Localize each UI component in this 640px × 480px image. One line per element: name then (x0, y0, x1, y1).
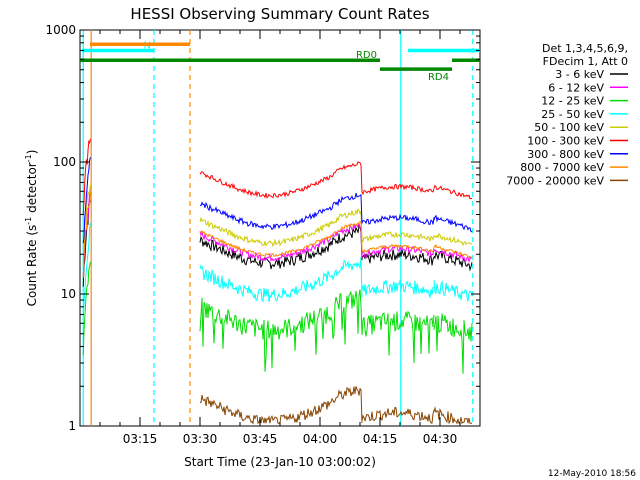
y-axis-label-mid: detector (25, 162, 39, 217)
x-tick-label: 03:30 (183, 432, 218, 446)
series-layer (82, 138, 473, 425)
series-segment (433, 279, 473, 302)
legend-entry-label: 50 - 100 keV (534, 121, 604, 134)
y-axis-label-sup1: -1 (24, 217, 33, 225)
legend-entry-label: 800 - 7000 keV (520, 161, 604, 174)
series-segment (361, 213, 435, 225)
series-segment (433, 184, 472, 200)
x-tick-label: 03:45 (243, 432, 278, 446)
series-segment (361, 279, 435, 298)
y-axis-label-end: ) (25, 150, 39, 155)
y-tick-label: 100 (53, 155, 76, 169)
series-segment (433, 313, 473, 374)
x-tick-label: 03:15 (123, 432, 158, 446)
series-100-300-kev (82, 138, 472, 215)
legend-entry-label: 12 - 25 keV (541, 95, 604, 108)
series-segment (433, 250, 473, 272)
flag-label: RD0 (356, 50, 377, 61)
legend-header-line-1: Det 1,3,4,5,6,9, (542, 42, 628, 55)
legend-entry-label: 3 - 6 keV (555, 68, 604, 81)
series-segment (199, 192, 363, 230)
legend-entry-label: 6 - 12 keV (548, 81, 604, 94)
flag-label: RD4 (428, 72, 449, 83)
series-segment (433, 232, 473, 247)
legend-entry-label: 300 - 800 keV (527, 148, 604, 161)
series-25-50-kev (82, 222, 473, 317)
chart-title: HESSI Observing Summary Count Rates (130, 5, 429, 23)
series-segment (361, 183, 435, 196)
y-axis-label-sup2: -1 (24, 154, 33, 162)
plot-frame (79, 29, 481, 427)
series-segment (199, 220, 363, 258)
y-tick-label: 10 (61, 287, 76, 301)
series-segment (199, 223, 363, 262)
series-segment (433, 406, 472, 425)
series-segment (199, 225, 363, 270)
series-segment (199, 161, 363, 199)
series-segment (199, 257, 363, 303)
legend-entry-label: 7000 - 20000 keV (506, 174, 604, 187)
series-segment (361, 249, 435, 266)
x-axis-ticks: 03:15 03:30 03:45 04:00 04:15 04:30 (79, 30, 481, 446)
series-segment (433, 243, 473, 259)
legend-header-line-2: FDecim 1, Att 0 (543, 55, 628, 68)
series-segment (361, 406, 435, 424)
y-tick-label: 1 (68, 419, 76, 433)
flag-bars: NRD0RD4 (80, 40, 480, 83)
series-segment (433, 248, 473, 264)
series-12-25-kev (82, 261, 473, 374)
series-300-800-kev (82, 157, 473, 244)
y-axis-label: Count Rate (s-1 detector-1) (24, 150, 39, 307)
x-tick-label: 04:00 (303, 432, 338, 446)
series-segment (361, 310, 435, 364)
series-segment (199, 289, 363, 372)
series-800-7000-kev (82, 191, 473, 278)
series-spike (82, 157, 91, 244)
vertical-marker-lines (82, 30, 474, 426)
series-segment (433, 214, 473, 233)
legend-entry-label: 100 - 300 keV (527, 135, 604, 148)
x-axis-label: Start Time (23-Jan-10 03:00:02) (184, 455, 376, 469)
series-segment (361, 231, 435, 243)
series-50-100-kev (82, 184, 473, 267)
series-spike (82, 222, 91, 317)
legend-entry-label: 25 - 50 keV (541, 108, 604, 121)
series-segment (199, 208, 363, 248)
y-axis-ticks: 1 10 100 1000 (45, 23, 480, 433)
footer-timestamp: 12-May-2010 18:56 (548, 469, 636, 479)
y-axis-label-main: Count Rate (s (25, 225, 39, 307)
x-tick-label: 04:30 (423, 432, 458, 446)
x-tick-label: 04:15 (363, 432, 398, 446)
series-7000-20000-kev (199, 386, 472, 425)
series-spike (82, 261, 91, 356)
series-segment (199, 386, 363, 425)
series-spike (82, 191, 91, 278)
legend: Det 1,3,4,5,6,9, FDecim 1, Att 0 3 - 6 k… (506, 42, 628, 187)
series-segment (361, 243, 435, 254)
y-tick-label: 1000 (45, 23, 76, 37)
